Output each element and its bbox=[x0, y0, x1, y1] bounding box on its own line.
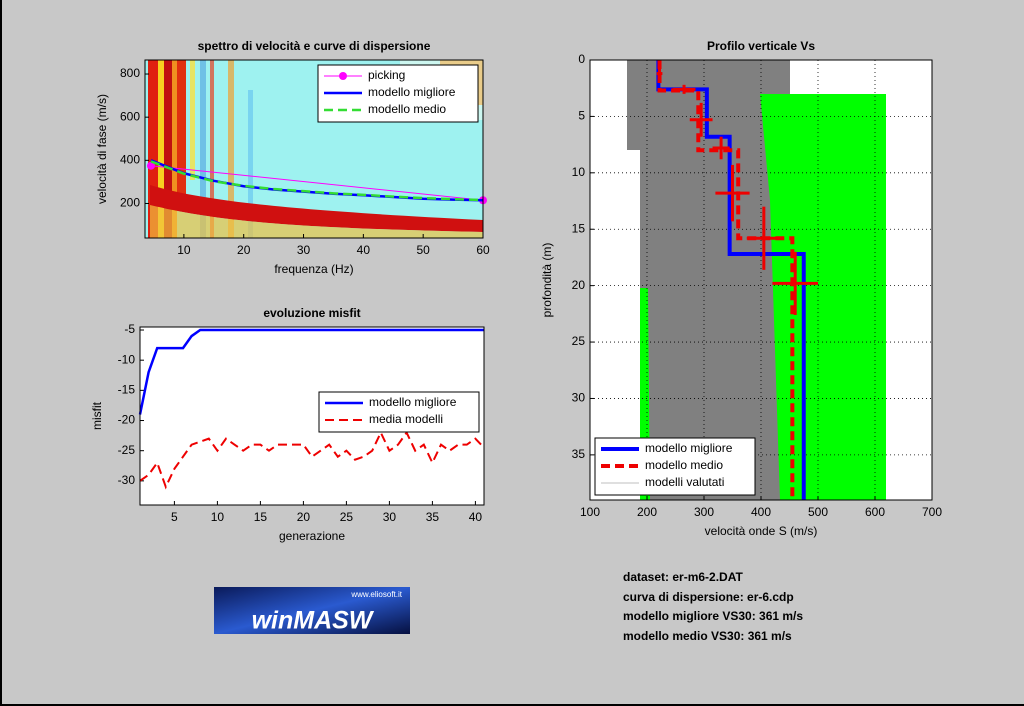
y-tick-label: 800 bbox=[120, 66, 140, 80]
y-tick-label: -20 bbox=[118, 413, 136, 427]
series-line bbox=[150, 165, 484, 201]
x-tick-label: 100 bbox=[580, 505, 600, 519]
legend: modello migliore modello medio modelli val… bbox=[594, 437, 756, 496]
chart-title: spettro di velocità e curve di dispersio… bbox=[198, 39, 431, 53]
model-envelope bbox=[627, 60, 886, 500]
axes-box bbox=[144, 59, 484, 239]
logo bbox=[214, 587, 410, 634]
x-tick-label: 50 bbox=[416, 243, 430, 257]
y-tick-label: -25 bbox=[118, 443, 136, 457]
y-tick-label: -30 bbox=[118, 473, 136, 487]
x-tick-label: 300 bbox=[694, 505, 714, 519]
x-axis-label: velocità onde S (m/s) bbox=[705, 524, 818, 538]
y-tick-label: 10 bbox=[572, 165, 586, 179]
marker bbox=[146, 161, 155, 170]
y-tick-label: 5 bbox=[578, 109, 585, 123]
series-line bbox=[657, 60, 795, 500]
legend: picking modello migliore modello medio bbox=[317, 64, 479, 123]
y-tick-label: 20 bbox=[572, 278, 586, 292]
y-tick-label: 600 bbox=[120, 109, 140, 123]
axes-box bbox=[139, 326, 485, 506]
legend: modello migliore media modelli bbox=[318, 391, 480, 433]
x-tick-label: 30 bbox=[297, 243, 311, 257]
x-axis-label: generazione bbox=[279, 529, 345, 543]
legend-box bbox=[318, 391, 480, 433]
legend-label: modello migliore bbox=[645, 441, 733, 455]
envelope bbox=[627, 60, 790, 500]
legend-label: modelli valutati bbox=[645, 475, 724, 489]
x-tick-label: 200 bbox=[637, 505, 657, 519]
series-line bbox=[138, 328, 484, 415]
logo-name: winMASW bbox=[252, 607, 375, 635]
y-tick-label: 400 bbox=[120, 152, 140, 166]
x-tick-label: 15 bbox=[254, 510, 268, 524]
x-tick-label: 20 bbox=[297, 510, 311, 524]
x-tick-label: 600 bbox=[865, 505, 885, 519]
info-line: modello medio VS30: 361 m/s bbox=[623, 629, 792, 643]
y-tick-label: -10 bbox=[118, 352, 136, 366]
legend-label: media modelli bbox=[369, 412, 443, 426]
x-tick-label: 400 bbox=[751, 505, 771, 519]
y-tick-label: 15 bbox=[572, 221, 586, 235]
legend-label: modello medio bbox=[645, 458, 723, 472]
legend-label: modello migliore bbox=[368, 85, 456, 99]
y-tick-label: 200 bbox=[120, 196, 140, 210]
y-tick-label: 25 bbox=[572, 334, 586, 348]
x-tick-label: 40 bbox=[357, 243, 371, 257]
chart-title: evoluzione misfit bbox=[263, 306, 360, 320]
series-line bbox=[139, 430, 485, 490]
legend-label: modello migliore bbox=[369, 395, 457, 409]
y-tick-label: 0 bbox=[578, 52, 585, 66]
logo-url: www.eliosoft.it bbox=[350, 590, 402, 599]
y-axis-label: misfit bbox=[90, 401, 104, 430]
x-tick-label: 35 bbox=[426, 510, 440, 524]
info-line: modello migliore VS30: 361 m/s bbox=[623, 609, 803, 623]
x-tick-label: 60 bbox=[476, 243, 490, 257]
y-axis-label: profondità (m) bbox=[540, 243, 554, 318]
y-tick-label: -5 bbox=[124, 322, 135, 336]
x-tick-label: 5 bbox=[171, 510, 178, 524]
x-tick-label: 10 bbox=[211, 510, 225, 524]
legend-marker bbox=[339, 72, 347, 80]
x-tick-label: 700 bbox=[922, 505, 942, 519]
x-tick-label: 30 bbox=[383, 510, 397, 524]
x-tick-label: 25 bbox=[340, 510, 354, 524]
y-tick-label: -15 bbox=[118, 383, 136, 397]
legend-label: picking bbox=[368, 68, 405, 82]
x-tick-label: 500 bbox=[808, 505, 828, 519]
info-line: curva di dispersione: er-6.cdp bbox=[623, 590, 794, 604]
info-line: dataset: er-m6-2.DAT bbox=[623, 570, 743, 584]
chart-title: Profilo verticale Vs bbox=[707, 39, 815, 53]
x-axis-label: frequenza (Hz) bbox=[274, 262, 353, 276]
legend-label: modello medio bbox=[368, 102, 446, 116]
y-axis-label: velocità di fase (m/s) bbox=[95, 94, 109, 204]
x-tick-label: 20 bbox=[237, 243, 251, 257]
x-tick-label: 10 bbox=[177, 243, 191, 257]
x-tick-label: 40 bbox=[469, 510, 483, 524]
series-line bbox=[150, 160, 484, 202]
axes-box bbox=[589, 59, 933, 501]
y-tick-label: 30 bbox=[572, 391, 586, 405]
y-tick-label: 35 bbox=[572, 447, 586, 461]
